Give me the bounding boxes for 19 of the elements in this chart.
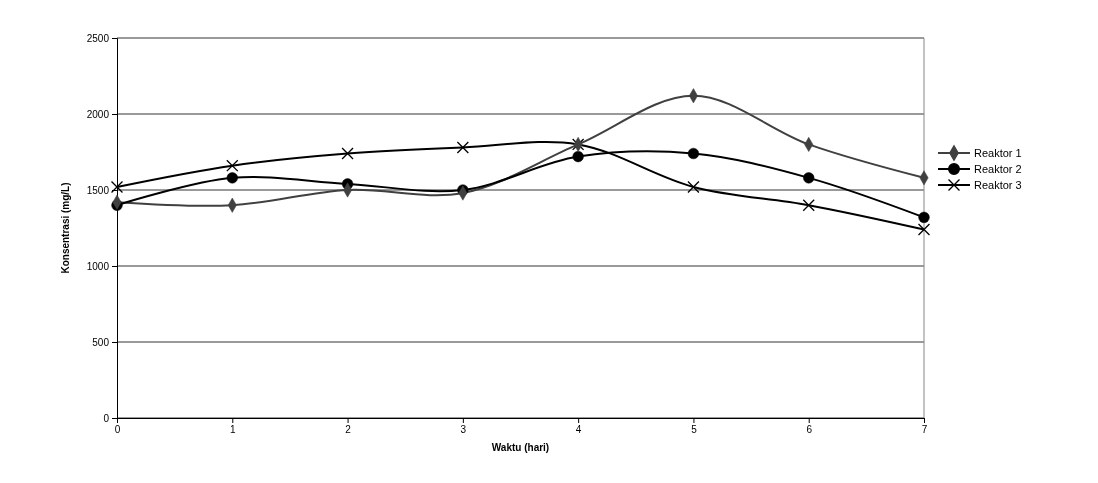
x-tick-label: 2	[345, 424, 352, 436]
x-tick-label: 6	[806, 424, 813, 436]
x-axis-title: Waktu (hari)	[491, 442, 550, 453]
x-tick-label: 3	[460, 424, 467, 436]
legend-label: Reaktor 3	[974, 179, 1022, 191]
legend-label: Reaktor 2	[974, 163, 1022, 175]
y-axis-title: Konsentrasi (mg/L)	[60, 182, 71, 274]
y-tick-label: 1500	[86, 184, 110, 196]
y-tick-label: 2000	[86, 108, 110, 120]
x-tick-label: 7	[921, 424, 928, 436]
y-tick-label: 1000	[86, 260, 110, 272]
y-tick-label: 500	[92, 336, 110, 348]
legend-label: Reaktor 1	[974, 147, 1022, 159]
y-tick-label: 2500	[86, 32, 110, 44]
y-tick-label: 0	[103, 412, 110, 424]
x-tick-label: 5	[691, 424, 698, 436]
x-tick-label: 1	[230, 424, 236, 436]
x-tick-label: 0	[114, 424, 121, 436]
x-tick-label: 4	[575, 424, 582, 436]
